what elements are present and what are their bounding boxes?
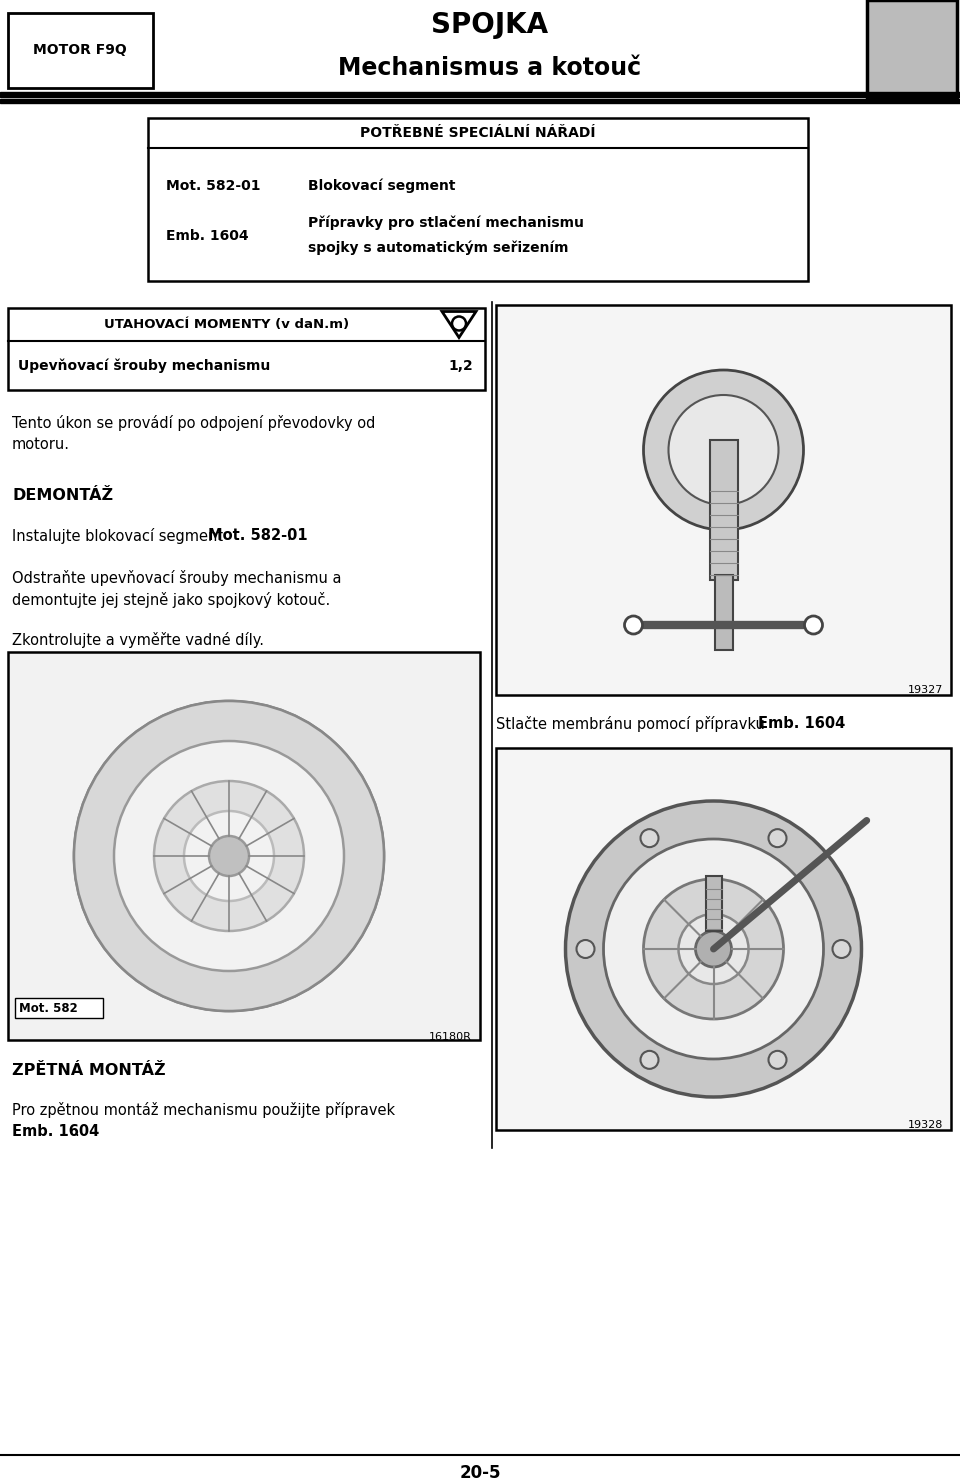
Text: SPOJKA: SPOJKA: [431, 10, 548, 39]
Text: MOTOR F9Q: MOTOR F9Q: [34, 43, 127, 56]
Text: Odstraňte upevňovací šrouby mechanismu a: Odstraňte upevňovací šrouby mechanismu a: [12, 569, 342, 586]
Circle shape: [184, 811, 274, 902]
Circle shape: [804, 615, 823, 635]
Text: .: .: [828, 716, 832, 731]
Bar: [8, 13, 153, 87]
Circle shape: [679, 914, 749, 985]
Text: 16180R: 16180R: [429, 1032, 472, 1043]
Text: Mot. 582: Mot. 582: [19, 1001, 78, 1014]
Text: UTAHOVACÍ MOMENTY (v daN.m): UTAHOVACÍ MOMENTY (v daN.m): [104, 317, 349, 331]
Circle shape: [625, 615, 642, 635]
Text: Instalujte blokovací segment: Instalujte blokovací segment: [12, 528, 228, 544]
Text: ZPĚTNÁ MONTÁŽ: ZPĚTNÁ MONTÁŽ: [12, 1063, 166, 1078]
Text: 20-5: 20-5: [459, 1464, 501, 1482]
Text: spojky s automatickým seřizením: spojky s automatickým seřizením: [308, 240, 568, 255]
Text: Emb. 1604: Emb. 1604: [12, 1124, 99, 1139]
Circle shape: [643, 879, 783, 1019]
Text: .: .: [286, 528, 291, 543]
Text: Mechanismus a kotouč: Mechanismus a kotouč: [339, 56, 641, 80]
Text: Tento úkon se provádí po odpojení převodovky od: Tento úkon se provádí po odpojení převod…: [12, 415, 375, 432]
Text: 19327: 19327: [907, 685, 943, 696]
Bar: [0, 99, 960, 102]
Bar: [706, 876, 722, 931]
Circle shape: [74, 701, 384, 1011]
Circle shape: [643, 369, 804, 529]
Circle shape: [832, 940, 851, 958]
Circle shape: [695, 931, 732, 967]
Text: .: .: [74, 1124, 79, 1139]
Text: 19328: 19328: [907, 1120, 943, 1130]
Bar: [496, 747, 951, 1130]
Bar: [709, 440, 737, 580]
Text: Emb. 1604: Emb. 1604: [166, 228, 249, 243]
Text: Blokovací segment: Blokovací segment: [308, 179, 455, 193]
Text: Stlačte membránu pomocí přípravku: Stlačte membránu pomocí přípravku: [496, 716, 770, 733]
Bar: [867, 0, 957, 96]
Circle shape: [668, 394, 779, 506]
Text: DEMONTÁŽ: DEMONTÁŽ: [12, 488, 113, 503]
Circle shape: [565, 801, 861, 1097]
Text: 20: 20: [879, 25, 945, 71]
Circle shape: [577, 940, 594, 958]
Circle shape: [640, 1051, 659, 1069]
Circle shape: [769, 1051, 786, 1069]
Circle shape: [154, 782, 304, 931]
Bar: [8, 308, 485, 390]
Bar: [8, 653, 480, 1040]
Bar: [0, 92, 960, 96]
Text: 1,2: 1,2: [448, 359, 473, 372]
Bar: [15, 998, 103, 1017]
Text: Zkontrolujte a vyměřte vadné díly.: Zkontrolujte a vyměřte vadné díly.: [12, 632, 264, 648]
Circle shape: [452, 316, 466, 331]
Text: Mot. 582-01: Mot. 582-01: [166, 179, 260, 193]
Bar: [496, 305, 951, 696]
Circle shape: [114, 742, 344, 971]
Circle shape: [604, 839, 824, 1059]
Circle shape: [769, 829, 786, 847]
Text: Pro zpětnou montáž mechanismu použijte přípravek: Pro zpětnou montáž mechanismu použijte p…: [12, 1102, 396, 1118]
Bar: [148, 119, 808, 280]
Text: motoru.: motoru.: [12, 437, 70, 452]
Bar: [867, 0, 957, 96]
Bar: [714, 575, 732, 650]
Text: Emb. 1604: Emb. 1604: [758, 716, 845, 731]
Text: Mot. 582-01: Mot. 582-01: [208, 528, 307, 543]
Circle shape: [640, 829, 659, 847]
Text: POTŘEBNÉ SPECIÁLNÍ NÁŘADÍ: POTŘEBNÉ SPECIÁLNÍ NÁŘADÍ: [360, 126, 596, 139]
Text: Přípravky pro stlačení mechanismu: Přípravky pro stlačení mechanismu: [308, 215, 584, 230]
Circle shape: [209, 836, 249, 876]
Text: demontujte jej stejně jako spojkový kotouč.: demontujte jej stejně jako spojkový koto…: [12, 592, 330, 608]
Text: Upevňovací šrouby mechanismu: Upevňovací šrouby mechanismu: [18, 359, 271, 372]
